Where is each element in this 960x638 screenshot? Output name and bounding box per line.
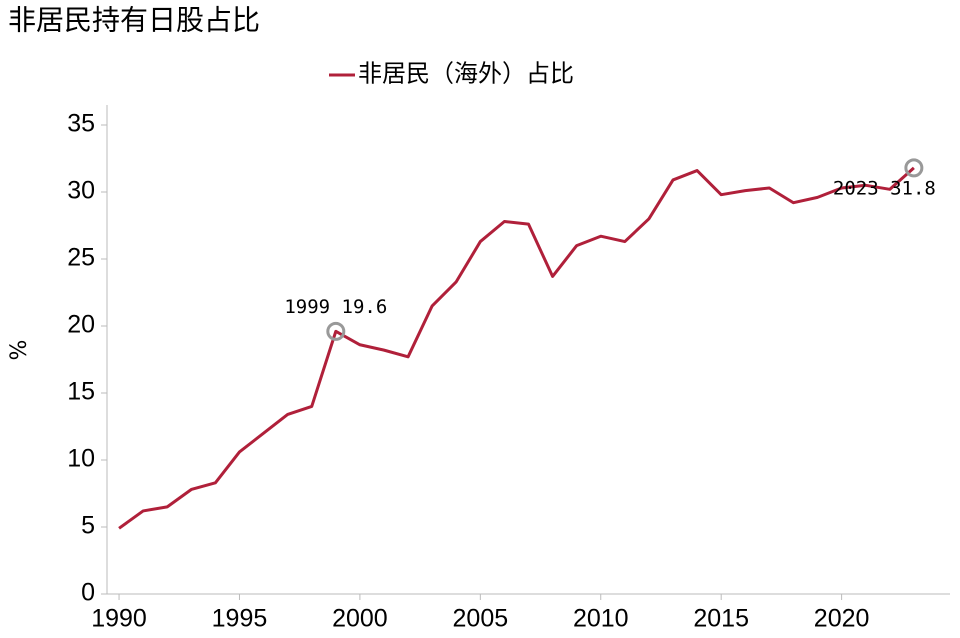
y-tick-label: 20	[67, 311, 95, 339]
legend-label: 非居民（海外）占比	[358, 60, 574, 88]
x-tick-label: 2015	[693, 605, 749, 633]
x-tick-label: 2020	[814, 605, 870, 633]
y-tick-label: 15	[67, 378, 95, 406]
annotation-marker	[904, 158, 924, 178]
chart-title: 非居民持有日股占比	[8, 4, 260, 37]
y-tick-label: 35	[67, 110, 95, 138]
y-tick-label: 10	[67, 445, 95, 473]
x-tick-label: 1995	[212, 605, 268, 633]
annotation-label: 2023 31.8	[833, 177, 936, 199]
x-tick-label: 2000	[332, 605, 388, 633]
y-tick-label: 0	[81, 579, 95, 607]
y-tick-label: 5	[81, 512, 95, 540]
y-tick-label: 25	[67, 244, 95, 272]
annotation-marker	[326, 321, 346, 341]
series-line	[118, 166, 915, 530]
x-tick-label: 2005	[453, 605, 509, 633]
x-tick-label: 2010	[573, 605, 629, 633]
y-tick-label: 30	[67, 177, 95, 205]
x-tick-label: 1990	[91, 605, 147, 633]
y-axis-label: %	[7, 340, 32, 361]
annotation-label: 1999 19.6	[284, 296, 387, 318]
